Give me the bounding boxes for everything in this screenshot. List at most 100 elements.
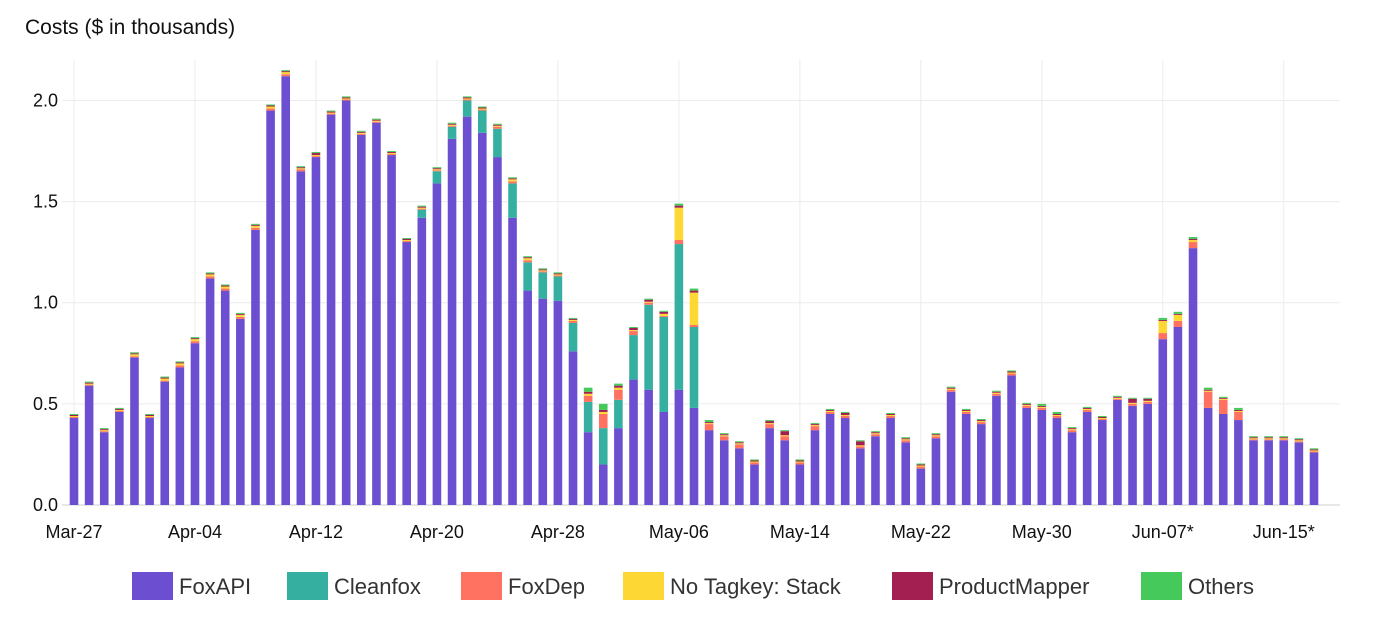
bar-segment-others [251,223,260,225]
bar-segment-productmapper [1097,417,1107,419]
bar-segment-no-tagkey-stack [84,383,94,385]
bar-segment-others [901,437,911,439]
x-tick-label: Mar-27 [45,522,102,542]
bar-segment-productmapper [856,441,865,446]
bar-segment-productmapper [175,362,185,364]
bar-segment-no-tagkey-stack [538,270,548,272]
legend-item-others[interactable]: Others [1141,572,1254,600]
bar-segment-foxdep [341,99,351,101]
y-tick-label: 1.0 [33,293,58,313]
legend-item-foxapi[interactable]: FoxAPI [132,572,251,600]
bar-segment-no-tagkey-stack [1082,408,1092,410]
bar-segment-no-tagkey-stack [553,274,563,276]
bar-segment-foxapi [840,418,850,505]
bar-segment-others [674,203,684,206]
bar-segment-productmapper [417,206,427,208]
bar-segment-foxdep [538,271,548,273]
bar-segment-foxdep [568,320,578,323]
bar-segment-productmapper [750,460,759,462]
bar-segment-no-tagkey-stack [493,125,502,127]
bar-segment-foxapi [372,122,381,506]
bar-segment-productmapper [1188,239,1198,241]
bar-segment-others [1052,411,1062,414]
bar-segment-productmapper [190,338,200,340]
bar-segment-foxdep [810,426,820,431]
bar-segment-productmapper [281,71,291,73]
bar-segment-foxdep [115,410,124,412]
legend-item-foxdep[interactable]: FoxDep [461,572,585,600]
bar-segment-foxapi [871,436,880,505]
bars-layer [69,70,1319,506]
bar-segment-foxapi [296,171,306,505]
bar-segment-foxdep [659,315,669,317]
bar-segment-foxdep [901,440,911,443]
bar-segment-productmapper [840,412,850,415]
bar-segment-productmapper [508,178,517,180]
legend-item-no-tagkey-stack[interactable]: No Tagkey: Stack [623,572,842,600]
bar-segment-foxdep [1249,439,1258,441]
bar-segment-others [553,272,563,274]
bar-segment-others [417,205,427,207]
bar-segment-productmapper [931,434,941,436]
bar-segment-no-tagkey-stack [1249,438,1258,440]
bar-segment-productmapper [372,119,381,121]
bar-segment-others [946,386,956,388]
bar-segment-no-tagkey-stack [583,393,593,396]
bar-segment-others [99,428,109,430]
bar-segment-productmapper [689,290,699,293]
bar-segment-others [1007,370,1016,372]
bar-segment-no-tagkey-stack [780,435,790,437]
bar-segment-productmapper [1309,449,1319,451]
bar-segment-foxdep [795,462,805,465]
bar-segment-no-tagkey-stack [946,388,956,390]
legend-item-cleanfox[interactable]: Cleanfox [287,572,421,600]
bar-segment-foxdep [447,125,457,127]
bar-segment-foxapi [598,464,608,505]
bar-segment-no-tagkey-stack [220,286,230,289]
bar-segment-productmapper [780,431,790,436]
bar-segment-others [190,337,200,339]
bar-segment-others [341,96,351,98]
bar-segment-foxapi [1203,407,1213,505]
bar-segment-others [1037,403,1047,406]
bar-segment-cleanfox [432,171,442,184]
bar-segment-no-tagkey-stack [402,240,411,242]
bar-segment-productmapper [1037,405,1047,407]
bar-segment-no-tagkey-stack [387,153,396,155]
legend-label: ProductMapper [939,574,1089,599]
bar-segment-foxapi [84,385,94,505]
bar-segment-foxapi [523,290,532,505]
bar-segment-no-tagkey-stack [840,414,850,416]
bar-segment-foxdep [1143,401,1152,404]
bar-segment-productmapper [1279,437,1289,439]
bar-segment-others [614,383,623,386]
bar-segment-foxdep [462,99,472,101]
bar-segment-others [1158,317,1168,320]
bar-segment-no-tagkey-stack [719,435,729,437]
bar-segment-foxdep [825,411,835,414]
bar-segment-foxapi [493,157,502,505]
bar-segment-others [296,166,306,168]
bar-segment-foxdep [84,384,94,386]
bar-segment-others [735,441,744,443]
legend-swatch [132,572,173,600]
bar-segment-productmapper [69,414,79,416]
bar-segment-others [538,268,548,270]
bar-segment-others [326,110,336,112]
chart-title: Costs ($ in thousands) [25,16,235,39]
bar-segment-foxapi [477,132,487,505]
bar-segment-productmapper [1158,319,1168,321]
bar-segment-no-tagkey-stack [190,339,200,342]
bar-segment-no-tagkey-stack [462,98,472,100]
bar-segment-foxdep [1113,398,1122,400]
legend-item-productmapper[interactable]: ProductMapper [892,572,1089,600]
bar-segment-no-tagkey-stack [1203,390,1213,392]
bar-segment-foxapi [220,290,230,505]
bar-segment-no-tagkey-stack [644,301,653,303]
x-tick-label: Apr-20 [410,522,464,542]
bar-segment-others [523,256,532,258]
bar-segment-no-tagkey-stack [1037,406,1047,408]
bar-segment-others [115,407,124,409]
bar-segment-foxdep [750,462,759,465]
x-tick-label: Apr-28 [531,522,585,542]
